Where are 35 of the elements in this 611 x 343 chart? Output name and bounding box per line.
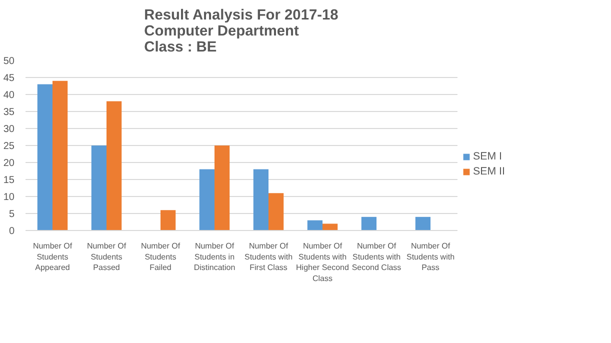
bar [253, 169, 268, 230]
bar [415, 216, 430, 230]
bar [214, 146, 230, 230]
bar [199, 169, 214, 230]
y-tick-label: 10 [3, 192, 15, 203]
x-tick-label: Number Of Students with Second Class [352, 242, 402, 272]
y-tick-label: 45 [3, 73, 15, 84]
x-tick-label: Number Of Students Failed [140, 242, 181, 272]
bar [361, 216, 376, 230]
bar [268, 193, 284, 230]
y-tick-label: 50 [3, 56, 15, 67]
y-tick-label: 20 [3, 158, 15, 169]
y-tick-label: 0 [8, 226, 15, 237]
bar [322, 224, 338, 230]
bar [106, 101, 122, 230]
bar [37, 84, 52, 230]
x-tick-label: Number Of Students Appeared [32, 242, 73, 272]
bar [91, 146, 106, 230]
bar [160, 210, 176, 230]
chart-title: Result Analysis For 2017-18 Computer Department Class : BE [144, 8, 338, 56]
y-tick-label: 35 [3, 107, 15, 118]
x-tick-label: Number Of Students Passed [86, 242, 127, 272]
x-tick-label: Number Of Students with Pass [406, 242, 455, 272]
legend-label: SEM II [473, 166, 505, 178]
x-tick-label: Number Of Students in Distincation [194, 242, 236, 272]
x-tick-label: Number Of Students with Higher Second Class [296, 242, 349, 283]
y-tick-label: 25 [3, 141, 15, 152]
y-tick-label: 5 [8, 209, 15, 220]
y-tick-label: 15 [3, 175, 15, 186]
y-tick-label: 40 [3, 90, 15, 101]
x-tick-label: Number Of Students with First Class [244, 242, 293, 272]
legend-label: SEM I [473, 150, 502, 162]
bar [52, 80, 68, 230]
bar [307, 220, 322, 230]
y-tick-label: 30 [3, 124, 15, 135]
